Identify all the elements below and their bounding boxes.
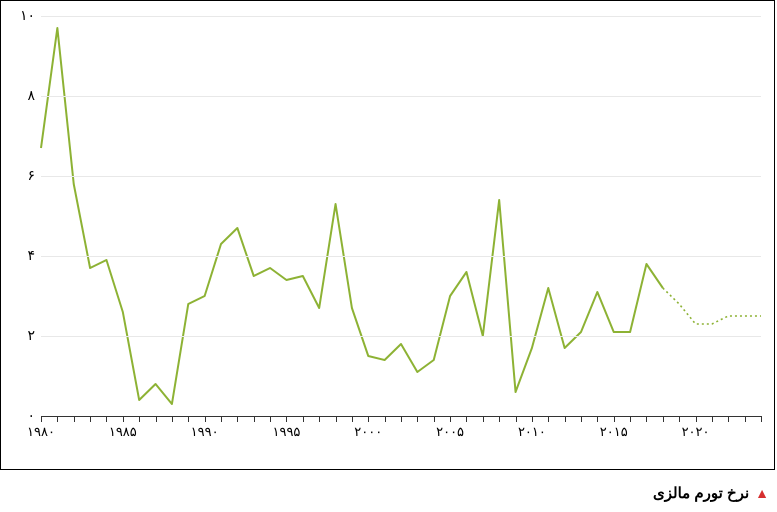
x-tick-mark bbox=[270, 416, 271, 422]
y-tick-label: ۴ bbox=[5, 247, 35, 264]
x-tick-label: ۱۹۸۵ bbox=[109, 424, 137, 440]
x-tick-mark bbox=[597, 416, 598, 422]
x-tick-label: ۱۹۸۰ bbox=[27, 424, 55, 440]
x-tick-mark bbox=[548, 416, 549, 422]
x-tick-mark bbox=[417, 416, 418, 422]
x-tick-mark bbox=[368, 416, 369, 422]
x-tick-label: ۲۰۱۰ bbox=[518, 424, 546, 440]
x-tick-mark bbox=[221, 416, 222, 422]
x-tick-mark bbox=[401, 416, 402, 422]
x-tick-mark bbox=[466, 416, 467, 422]
plot-area: ۰۲۴۶۸۱۰۱۹۸۰۱۹۸۵۱۹۹۰۱۹۹۵۲۰۰۰۲۰۰۵۲۰۱۰۲۰۱۵۲… bbox=[41, 16, 761, 416]
x-tick-mark bbox=[532, 416, 533, 422]
grid-h bbox=[41, 336, 761, 337]
x-tick-mark bbox=[303, 416, 304, 422]
x-tick-mark bbox=[41, 416, 42, 422]
y-tick-label: ۸ bbox=[5, 87, 35, 104]
chart-svg bbox=[41, 16, 761, 416]
x-tick-mark bbox=[483, 416, 484, 422]
grid-h bbox=[41, 16, 761, 17]
grid-h bbox=[41, 256, 761, 257]
x-tick-mark bbox=[581, 416, 582, 422]
x-tick-mark bbox=[450, 416, 451, 422]
x-tick-mark bbox=[761, 416, 762, 422]
y-tick-label: ۶ bbox=[5, 167, 35, 184]
x-tick-mark bbox=[352, 416, 353, 422]
x-tick-label: ۲۰۰۵ bbox=[436, 424, 464, 440]
x-tick-label: ۲۰۲۰ bbox=[682, 424, 710, 440]
x-tick-mark bbox=[156, 416, 157, 422]
chart-container: ۰ ۲ ۴ ۶ ۸ ۱۰ ۱۹۸۰ ۱۹۸۵ ۱۹۹۰ ۱۹۹۵ ۲۰۰۰ ۲۰۰۵ ۲۰۱۰ ۲۰۱۵ ۲… bbox=[0, 0, 775, 470]
triangle-icon: ▲ bbox=[755, 485, 769, 501]
x-tick-mark bbox=[434, 416, 435, 422]
y-tick-label: ۰ bbox=[5, 407, 35, 424]
x-tick-mark bbox=[106, 416, 107, 422]
x-tick-label: ۲۰۱۵ bbox=[600, 424, 628, 440]
x-tick-mark bbox=[254, 416, 255, 422]
x-tick-mark bbox=[336, 416, 337, 422]
x-tick-mark bbox=[499, 416, 500, 422]
x-tick-mark bbox=[74, 416, 75, 422]
grid-h bbox=[41, 96, 761, 97]
x-tick-mark bbox=[123, 416, 124, 422]
y-tick-label: ۲ bbox=[5, 327, 35, 344]
x-tick-label: ۲۰۰۰ bbox=[354, 424, 382, 440]
x-tick-mark bbox=[172, 416, 173, 422]
grid-h bbox=[41, 176, 761, 177]
x-tick-mark bbox=[516, 416, 517, 422]
x-tick-mark bbox=[286, 416, 287, 422]
x-tick-mark bbox=[188, 416, 189, 422]
series-line-actual bbox=[41, 28, 663, 404]
x-tick-mark bbox=[319, 416, 320, 422]
y-tick-label: ۱۰ bbox=[5, 7, 35, 24]
x-tick-mark bbox=[679, 416, 680, 422]
x-tick-label: ۱۹۹۵ bbox=[272, 424, 300, 440]
x-tick-mark bbox=[614, 416, 615, 422]
x-tick-label: ۱۹۹۰ bbox=[191, 424, 219, 440]
x-tick-mark bbox=[696, 416, 697, 422]
x-tick-mark bbox=[237, 416, 238, 422]
x-tick-mark bbox=[646, 416, 647, 422]
x-tick-mark bbox=[565, 416, 566, 422]
series-line-forecast bbox=[663, 288, 761, 324]
x-tick-mark bbox=[385, 416, 386, 422]
x-tick-mark bbox=[728, 416, 729, 422]
x-tick-mark bbox=[663, 416, 664, 422]
x-tick-mark bbox=[90, 416, 91, 422]
x-tick-mark bbox=[745, 416, 746, 422]
x-tick-mark bbox=[139, 416, 140, 422]
x-tick-mark bbox=[630, 416, 631, 422]
chart-title: نرخ تورم مالزی bbox=[653, 484, 749, 502]
x-tick-mark bbox=[57, 416, 58, 422]
x-tick-mark bbox=[205, 416, 206, 422]
chart-title-row: ▲ نرخ تورم مالزی bbox=[0, 470, 777, 502]
x-tick-mark bbox=[712, 416, 713, 422]
